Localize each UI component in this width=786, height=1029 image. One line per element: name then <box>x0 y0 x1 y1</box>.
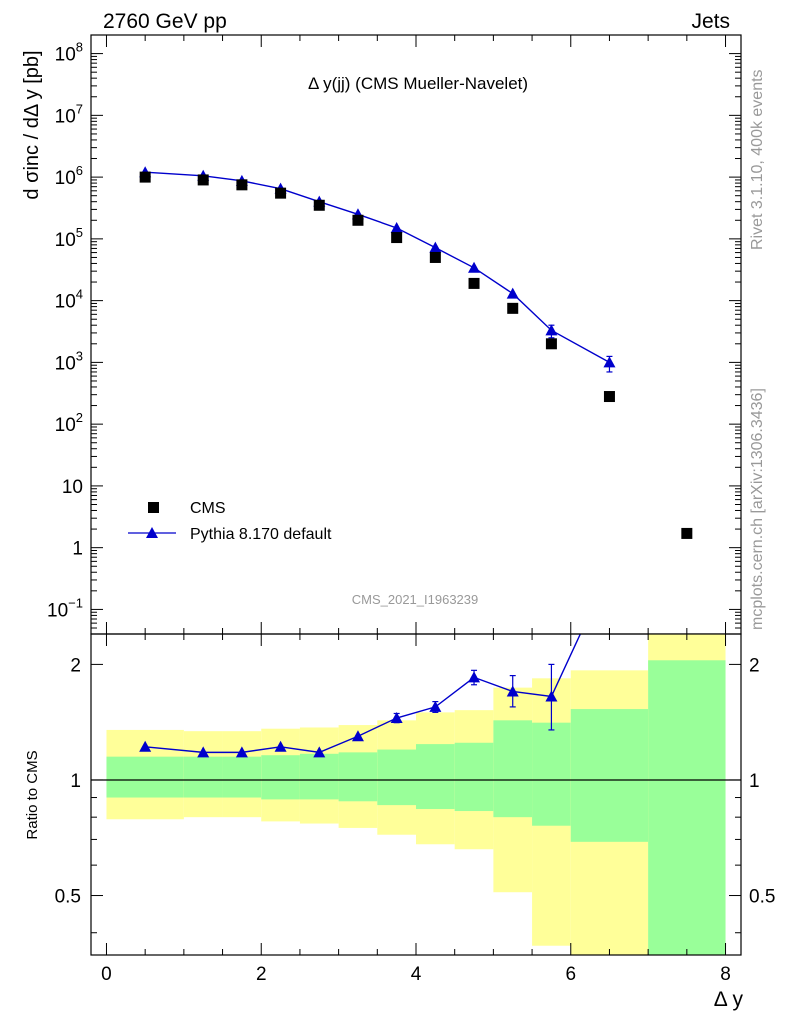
ratio-green-band <box>183 756 223 798</box>
pythia-point <box>429 241 442 253</box>
ratio-y-tick-label: 0.5 <box>55 887 81 908</box>
ratio-green-band <box>106 756 184 798</box>
pythia-point <box>603 356 616 368</box>
x-tick-label: 2 <box>256 964 267 985</box>
cms-point <box>603 391 615 403</box>
cms-point <box>468 277 480 289</box>
legend-pythia-label: Pythia 8.170 default <box>190 526 332 543</box>
y-tick-label: 10 <box>62 477 83 498</box>
legend: CMS Pythia 8.170 default <box>128 500 332 543</box>
legend-cms-label: CMS <box>190 500 226 517</box>
ratio-green-band <box>570 709 649 842</box>
ratio-series-line <box>145 634 582 754</box>
y-tick-label: 108 <box>55 40 83 66</box>
ratio-panel-axes: 0 2 4 6 8 0.5 0.5 1 1 2 2 <box>55 633 775 985</box>
ratio-y-tick-label-right: 2 <box>749 655 760 676</box>
ratio-point <box>429 700 442 712</box>
cms-point <box>545 338 557 350</box>
cms-point <box>681 527 693 539</box>
ratio-green-band <box>338 752 378 802</box>
pythia-point <box>545 324 558 336</box>
y-tick-exponent: 3 <box>76 348 83 363</box>
ratio-green-band <box>299 753 339 800</box>
y-tick-label: 1 <box>72 539 83 560</box>
y-tick-exponent: 4 <box>76 287 83 302</box>
cms-point <box>391 232 403 244</box>
ratio-point <box>274 740 287 752</box>
main-panel-frame <box>90 34 742 635</box>
ratio-green-band <box>416 744 455 810</box>
ratio-point <box>390 712 403 724</box>
main-panel-axes: 10−1 1 10 102 103 104 105 106 107 108 <box>47 34 742 635</box>
y-tick-label: 10−1 <box>47 595 83 621</box>
y-tick-label: 106 <box>55 163 83 189</box>
ratio-green-band <box>222 756 262 798</box>
ratio-green-band <box>493 720 533 818</box>
ratio-point <box>197 746 210 758</box>
header-left-label: 2760 GeV pp <box>103 10 227 33</box>
pythia-series-line <box>145 171 610 363</box>
y-tick-exponent: 7 <box>76 101 83 116</box>
y-tick-label: 107 <box>55 101 83 127</box>
pythia-point <box>468 261 481 273</box>
ratio-point <box>139 740 152 752</box>
ratio-green-band <box>648 660 726 955</box>
x-tick-label: 6 <box>565 964 576 985</box>
ratio-y-axis-title: Ratio to CMS <box>24 750 41 839</box>
legend-pythia-marker <box>146 527 158 538</box>
ratio-point <box>506 685 519 697</box>
ratio-panel-bands <box>91 634 741 955</box>
ratio-panel-series <box>139 634 582 758</box>
ratio-green-band <box>454 742 494 812</box>
x-tick-label: 0 <box>101 964 112 985</box>
pythia-point <box>390 221 403 233</box>
y-tick-exponent: −1 <box>68 595 83 610</box>
x-tick-label: 4 <box>411 964 422 985</box>
ratio-point <box>235 746 248 758</box>
ratio-y-tick-label: 2 <box>70 655 81 676</box>
ratio-green-band <box>261 755 300 800</box>
header-right-label: Jets <box>691 10 730 33</box>
cms-point <box>197 174 209 186</box>
y-tick-exponent: 2 <box>76 410 83 425</box>
pythia-point <box>506 287 519 299</box>
y-tick-label: 105 <box>55 225 83 251</box>
ratio-green-band <box>532 722 571 826</box>
cms-point <box>352 214 364 226</box>
legend-cms-marker <box>148 502 159 513</box>
ratio-y-tick-label-right: 0.5 <box>749 887 775 908</box>
ratio-point <box>313 746 326 758</box>
cms-point <box>275 187 287 199</box>
source-label: mcplots.cern.ch [arXiv:1306.3436] <box>749 388 766 630</box>
ratio-y-tick-label-right: 1 <box>749 771 760 792</box>
y-axis-title: d σinc / dΔ y [pb] <box>21 50 43 199</box>
x-axis-title: Δ y <box>714 988 744 1011</box>
cms-point <box>236 179 248 191</box>
ratio-y-tick-label: 1 <box>70 771 81 792</box>
y-tick-exponent: 8 <box>76 40 83 55</box>
chart-title: Δ y(jj) (CMS Mueller-Navelet) <box>308 74 528 93</box>
cms-point <box>507 302 519 314</box>
y-tick-exponent: 6 <box>76 163 83 178</box>
ratio-green-band <box>377 749 416 806</box>
analysis-watermark: CMS_2021_I1963239 <box>352 592 479 607</box>
y-tick-exponent: 5 <box>76 225 83 240</box>
y-tick-label: 104 <box>55 287 83 313</box>
y-tick-label: 102 <box>55 410 83 436</box>
cms-point <box>139 171 151 183</box>
ratio-point <box>468 671 481 683</box>
main-panel-series <box>139 166 693 539</box>
cms-point <box>429 251 441 263</box>
cms-point <box>313 199 325 211</box>
y-tick-label: 103 <box>55 348 83 374</box>
ratio-point <box>545 690 558 702</box>
ratio-point <box>351 730 364 742</box>
x-tick-label: 8 <box>720 964 731 985</box>
rivet-label: Rivet 3.1.10, 400k events <box>749 69 766 250</box>
